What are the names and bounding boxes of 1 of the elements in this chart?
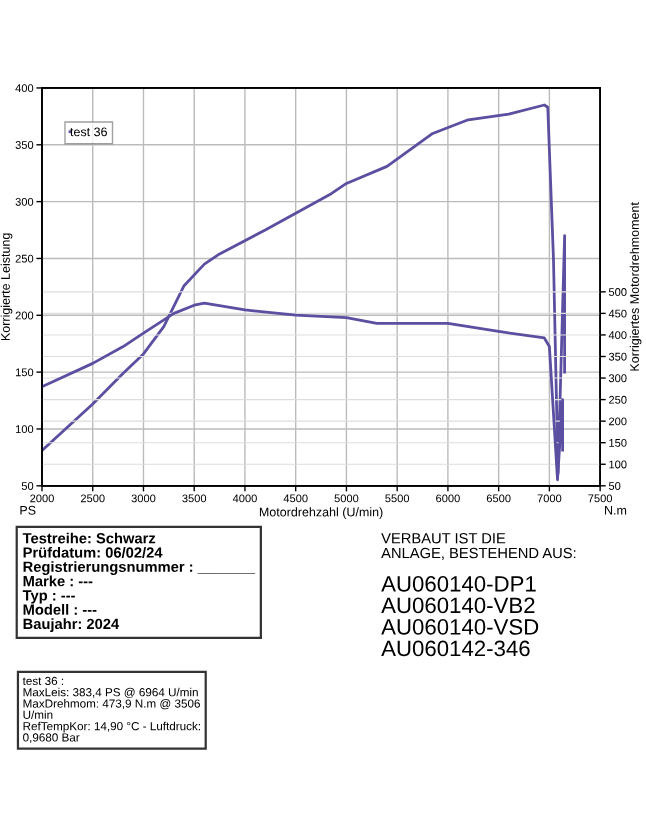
- text: AU060140-DP1 AU060140-VB2 AU060140-VSD AU060142-346: [381, 575, 539, 657]
